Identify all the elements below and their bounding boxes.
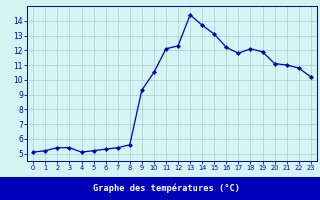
Text: Graphe des températures (°C): Graphe des températures (°C) [93,184,240,193]
